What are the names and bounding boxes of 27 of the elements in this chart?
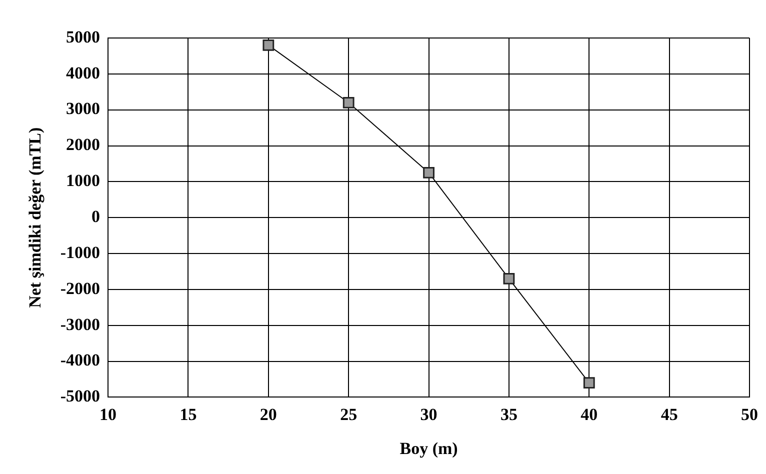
y-tick-label: -2000: [60, 278, 100, 298]
x-tick-label: 45: [660, 404, 678, 424]
y-tick-label: 5000: [66, 27, 100, 46]
y-tick-label: 2000: [66, 135, 100, 154]
y-tick-label: 3000: [66, 99, 100, 118]
x-tick-label: 40: [580, 404, 598, 424]
x-tick-label: 10: [100, 404, 117, 424]
y-tick-label: -1000: [60, 242, 100, 262]
x-tick-label: 50: [741, 404, 758, 424]
x-tick-label: 20: [260, 404, 277, 424]
x-tick-label: 15: [180, 404, 197, 424]
x-tick-label: 35: [500, 404, 518, 424]
point: [342, 96, 354, 108]
point: [583, 377, 595, 389]
x-tick-label: 30: [420, 404, 438, 424]
point: [503, 272, 515, 284]
y-tick-label: -4000: [60, 350, 100, 370]
y-tick-label: -3000: [60, 314, 100, 334]
y-tick-label: 1000: [66, 171, 100, 190]
y-tick-label: -5000: [60, 386, 100, 406]
y-axis-title: Net şimdiki değer (mTL): [26, 127, 45, 308]
x-tick-label: 25: [340, 404, 358, 424]
point: [423, 167, 434, 178]
y-tick-label: 4000: [66, 63, 100, 82]
y-tick-label: 0: [92, 206, 100, 226]
point: [262, 39, 274, 51]
x-axis-title: Boy (m): [400, 439, 458, 458]
